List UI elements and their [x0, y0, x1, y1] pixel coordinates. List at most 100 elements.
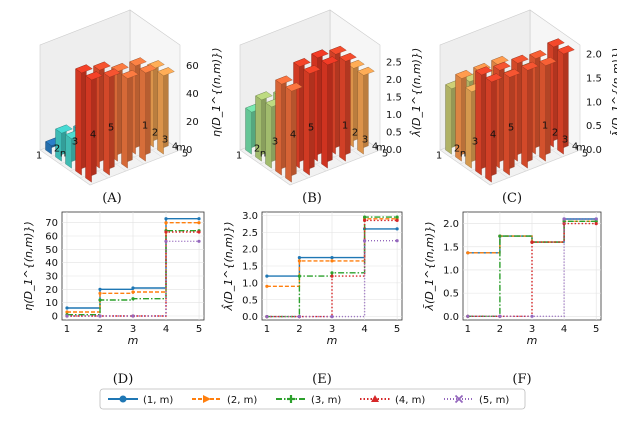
data-point-s3-3: [131, 297, 135, 301]
n-tick-label: 4: [290, 130, 296, 141]
n-axis-label: n: [260, 149, 266, 160]
m-tick-label: 5: [182, 149, 188, 160]
y-tick-label: 50: [45, 245, 58, 256]
panel-caption: (B): [302, 191, 322, 206]
data-point-s4-4: [562, 222, 566, 226]
m-tick-label: 3: [162, 135, 168, 146]
data-point-s3-2: [297, 274, 301, 278]
z-tick-label: 0.0: [586, 145, 602, 156]
panel-caption: (E): [312, 372, 332, 387]
x-tick-label: 5: [394, 324, 400, 335]
y-axis-label: η(D_1^{(n,m)}): [22, 221, 35, 311]
x-tick-label: 3: [529, 324, 535, 335]
z-tick-label: 1.0: [586, 97, 602, 108]
bar-face-top: [321, 56, 339, 66]
n-tick-label: 1: [36, 151, 42, 162]
data-point-s1-2: [98, 287, 102, 291]
series-line-3: [266, 216, 398, 318]
legend-label-2: (2, m): [227, 395, 257, 406]
m-tick-label: 2: [352, 128, 358, 139]
y-tick-label: 3.0: [242, 211, 258, 222]
y-tick-label: 2.0: [443, 219, 459, 230]
m-tick-label: 2: [152, 128, 158, 139]
legend-label-3: (3, m): [311, 395, 341, 406]
x-axis-label: m: [527, 334, 538, 347]
data-point-s3-3: [330, 271, 334, 275]
bar-face-top: [539, 57, 557, 66]
bar-face-top: [121, 70, 139, 79]
data-point-s3-5: [395, 215, 399, 219]
floor-gridline: [439, 149, 491, 186]
data-point-s2-1: [466, 251, 470, 255]
z-tick-label: 20: [186, 117, 199, 128]
x-tick-label: 4: [561, 324, 567, 335]
bar-face-top: [503, 68, 521, 78]
bar-face-top: [521, 61, 539, 71]
x-tick-label: 3: [130, 324, 136, 335]
m-tick-label: 4: [172, 142, 178, 153]
bar-face-top: [129, 57, 147, 67]
m-tick-label: 4: [372, 142, 378, 153]
data-point-s5-1: [466, 314, 470, 318]
legend-label-4: (4, m): [395, 395, 425, 406]
bar-face-top: [303, 65, 321, 74]
floor-gridline: [239, 149, 291, 186]
z-tick-label: 1.0: [386, 110, 402, 121]
bar-face-top: [329, 45, 347, 55]
data-point-s5-3: [131, 314, 135, 318]
y-tick-label: 70: [45, 218, 58, 229]
bar3d-n1-m5: [485, 73, 503, 183]
n-axis-label: n: [460, 149, 466, 160]
z-tick-label: 40: [186, 89, 199, 100]
m-tick-label: 4: [572, 142, 578, 153]
series-line-5: [467, 218, 597, 317]
y-tick-label: 10: [45, 298, 58, 309]
bar-face-top: [511, 54, 529, 64]
bar-face-side: [265, 102, 272, 169]
bar3d-n1-m1: [445, 80, 463, 155]
data-point-s5-3: [330, 315, 334, 319]
marker-stroke: [454, 394, 464, 404]
legend-marker-5: [454, 394, 464, 404]
bar-face-top: [85, 71, 103, 81]
bar-face-top: [285, 82, 303, 92]
n-tick-label: 2: [454, 144, 460, 155]
m-tick-label: 1: [342, 121, 348, 132]
data-point-s3-2: [98, 298, 102, 302]
bar-face-top: [103, 68, 121, 78]
data-point-s4-3: [330, 274, 334, 278]
bar-face-side: [121, 74, 128, 169]
data-point-s2-3: [131, 290, 135, 294]
z-axis-label: λ̂(D_1^{(n,m)}): [409, 48, 423, 138]
x-tick-label: 2: [497, 324, 503, 335]
legend-marker-3: [287, 395, 295, 403]
n-tick-label: 3: [472, 137, 478, 148]
m-tick-label: 1: [542, 121, 548, 132]
data-point-s3-4: [562, 219, 566, 223]
data-point-s4-5: [395, 218, 399, 222]
n-tick-label: 5: [108, 123, 114, 134]
y-tick-label: 20: [45, 285, 58, 296]
data-point-s5-5: [395, 239, 399, 243]
legend-marker-2: [203, 395, 211, 403]
bar3d-n5-m5: [157, 67, 175, 155]
panel-caption: (C): [502, 191, 522, 206]
bar-face-top: [293, 58, 311, 67]
z-tick-label: 2.5: [386, 58, 402, 69]
line-panel-4: 0 10 20 30 40 50 60 70 1 2 3 4 5 m η(D_1^{(n,m)}) (D): [22, 211, 205, 387]
data-point-s5-5: [197, 239, 201, 243]
data-point-s5-1: [265, 315, 269, 319]
data-point-s5-2: [297, 315, 301, 319]
m-tick-label: 3: [362, 135, 368, 146]
data-point-s2-5: [197, 221, 201, 225]
z-tick-label: 2.0: [586, 50, 602, 61]
line-panel-5: 0.0 0.5 1.0 1.5 2.0 2.5 3.0 1 2 3 4 5 m λ̂(D_1^{(n,m)…: [221, 211, 403, 387]
data-point-s1-1: [65, 306, 69, 310]
data-point-s4-4: [164, 230, 168, 234]
data-point-s1-2: [297, 256, 301, 260]
n-axis-label: n: [60, 149, 66, 160]
bar-face-side: [245, 107, 252, 155]
bar-face-top: [157, 67, 175, 76]
